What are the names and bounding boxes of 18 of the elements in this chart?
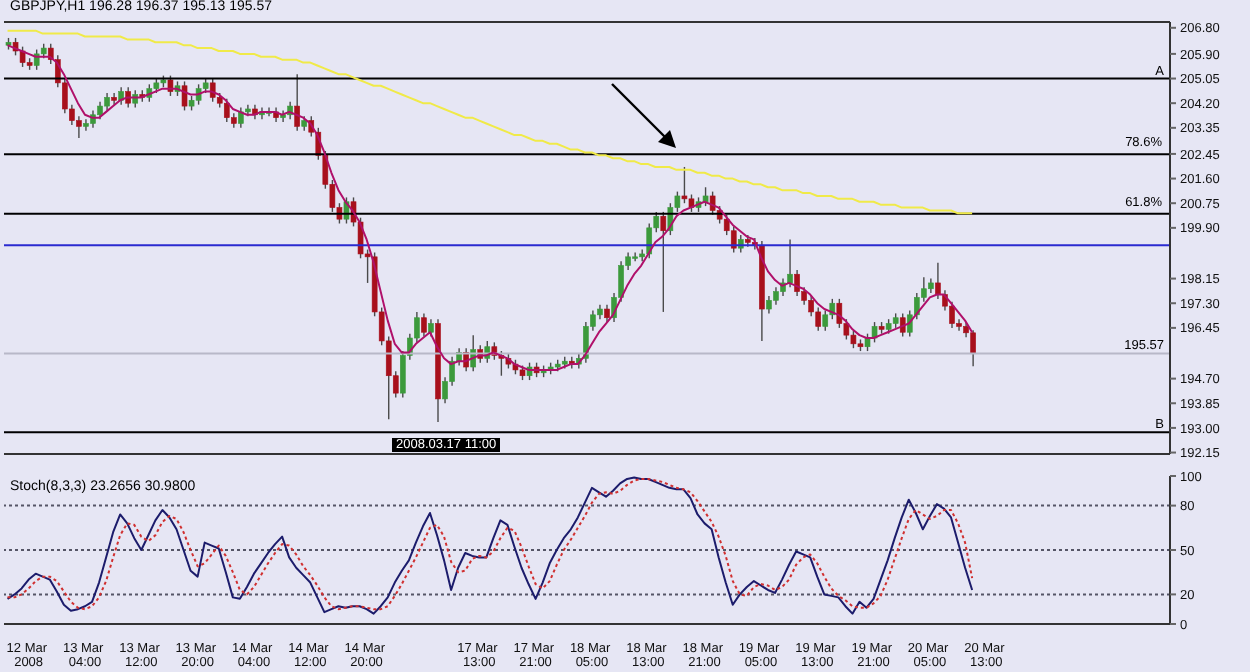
candlestick: [421, 312, 427, 338]
candlestick: [19, 45, 26, 68]
candlestick: [730, 225, 737, 254]
candlestick: [83, 118, 89, 132]
candlestick: [294, 73, 300, 132]
line-series: [6, 29, 974, 215]
candlestick: [181, 80, 188, 112]
candlestick: [238, 106, 244, 129]
candlestick: [681, 166, 688, 204]
candlestick: [223, 98, 230, 123]
candlestick: [660, 211, 667, 313]
candlestick: [632, 251, 638, 262]
candlestick: [836, 298, 843, 329]
candlestick: [970, 329, 976, 367]
candlestick: [822, 309, 829, 332]
candlestick: [787, 238, 793, 288]
candlestick: [871, 321, 878, 344]
candlestick: [702, 186, 709, 207]
